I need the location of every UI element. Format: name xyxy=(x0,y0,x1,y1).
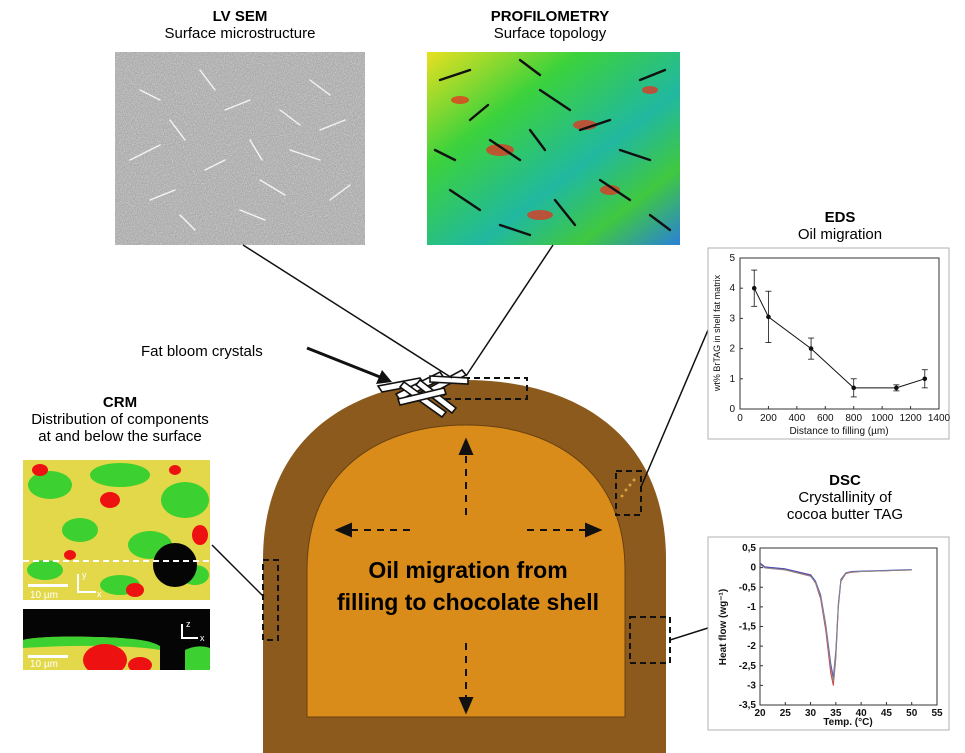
crm-label: CRM Distribution of components at and be… xyxy=(0,394,240,445)
dsc-title: DSC xyxy=(829,472,861,489)
crm-scale-bottom: 10 µm xyxy=(30,659,58,670)
eds-data-point xyxy=(766,314,771,320)
dsc-xtick-label: 35 xyxy=(830,708,842,719)
eds-ytick-label: 5 xyxy=(729,253,735,264)
lvsem-image xyxy=(115,52,365,245)
sem-crystals xyxy=(129,69,351,231)
eds-ylabel: wt% BrTAG in shell fat matrix xyxy=(712,274,722,392)
dsc-xtick-label: 30 xyxy=(805,708,817,719)
dsc-ylabel: Heat flow (wg⁻¹) xyxy=(718,589,729,665)
eds-data-point xyxy=(751,285,757,291)
dsc-subtitle-line2: cocoa butter TAG xyxy=(786,506,904,523)
eds-data-point xyxy=(808,346,814,351)
profilometry-subtitle: Surface topology xyxy=(493,25,607,42)
eds-ytick-label: 1 xyxy=(729,374,735,385)
dsc-ytick-label: -2 xyxy=(747,641,756,652)
dsc-xtick-label: 40 xyxy=(856,708,868,719)
filling xyxy=(306,424,626,718)
dsc-ytick-label: -3 xyxy=(747,680,756,691)
lvsem-label: LV SEM Surface microstructure xyxy=(115,8,365,42)
eds-data-point xyxy=(894,385,899,391)
eds-subtitle: Oil migration xyxy=(797,226,883,243)
eds-chart-frame xyxy=(707,247,950,440)
crm-scale-top: 10 µm xyxy=(30,590,58,601)
eds-xtick-label: 1400 xyxy=(928,413,951,424)
eds-xtick-label: 200 xyxy=(760,413,777,424)
dsc-ytick-label: -3,5 xyxy=(739,700,757,711)
eds-label: EDS Oil migration xyxy=(760,209,920,243)
profilometry-label: PROFILOMETRY Surface topology xyxy=(420,8,680,42)
crm-subtitle-line1: Distribution of components xyxy=(31,411,209,428)
fat-bloom-label: Fat bloom crystals xyxy=(141,343,263,360)
chocolate-shell xyxy=(263,380,666,753)
eds-chart: 0 200 400 600 800 1000 1200 1400 0 1 2 3 4 5 Distance… xyxy=(707,247,951,440)
eds-ytick-label: 2 xyxy=(729,344,735,355)
oil-migration-line2: filling to chocolate shell xyxy=(337,589,599,615)
profilometry-cracks xyxy=(433,58,672,237)
crm-axis-x: x xyxy=(97,589,102,599)
eds-xtick-label: 0 xyxy=(737,413,743,424)
crm-axis-z: z xyxy=(186,619,191,629)
lvsem-subtitle: Surface microstructure xyxy=(164,25,316,42)
oil-migration-line1: Oil migration from xyxy=(368,557,567,583)
dsc-xtick-label: 45 xyxy=(881,708,893,719)
dsc-xlabel: Temp. (°C) xyxy=(823,717,872,728)
eds-xtick-label: 800 xyxy=(845,413,862,424)
profilometry-image xyxy=(427,52,680,245)
dsc-chart: 20 25 30 35 40 45 50 55 0,5 0 -0,5 -1 -1,5 -2 -2,5 -3 -3… xyxy=(707,536,950,731)
eds-data-point xyxy=(851,385,857,391)
migration-arrows xyxy=(334,437,603,715)
eds-ytick-label: 4 xyxy=(729,283,735,294)
eds-title: EDS xyxy=(824,209,856,226)
side-sample-box-crm xyxy=(262,559,279,641)
crm-axis-y: y xyxy=(82,570,87,580)
dsc-series-line xyxy=(759,564,912,682)
fat-bloom-crystals xyxy=(376,368,469,419)
lvsem-title: LV SEM xyxy=(212,8,268,25)
dsc-xtick-label: 55 xyxy=(931,708,943,719)
dsc-ytick-label: -1,5 xyxy=(739,622,757,633)
profilometry-title: PROFILOMETRY xyxy=(490,8,610,25)
eds-xlabel: Distance to filling (µm) xyxy=(789,426,888,437)
dsc-xtick-label: 25 xyxy=(780,708,792,719)
crm-axis-x2: x xyxy=(200,633,205,643)
eds-xtick-label: 600 xyxy=(817,413,834,424)
dsc-ytick-label: -0,5 xyxy=(739,582,757,593)
dsc-xtick-label: 50 xyxy=(906,708,918,719)
fat-bloom-arrow xyxy=(306,346,392,384)
crm-subtitle-line2: at and below the surface xyxy=(38,428,202,445)
side-sample-box-eds xyxy=(615,470,642,516)
eds-ytick-label: 0 xyxy=(729,404,735,415)
dsc-ytick-label: -1 xyxy=(747,602,756,613)
dsc-subtitle-line1: Crystallinity of xyxy=(798,489,892,506)
crm-title: CRM xyxy=(102,394,138,411)
dsc-chart-frame xyxy=(707,536,950,731)
eds-dots xyxy=(620,478,636,498)
eds-plot-area xyxy=(739,257,940,410)
profilometry-hotspots xyxy=(451,86,658,220)
top-sample-box xyxy=(443,377,528,400)
dsc-ytick-label: 0,5 xyxy=(742,543,756,554)
dsc-label: DSC Crystallinity of cocoa butter TAG xyxy=(740,472,950,523)
eds-series-line xyxy=(753,287,925,389)
eds-xtick-label: 1200 xyxy=(899,413,922,424)
dsc-ytick-label: -2,5 xyxy=(739,661,757,672)
eds-ytick-label: 3 xyxy=(729,313,735,324)
crm-image-bottom xyxy=(23,609,210,670)
dsc-xtick-label: 20 xyxy=(754,708,766,719)
eds-xtick-label: 1000 xyxy=(871,413,894,424)
eds-xtick-label: 400 xyxy=(789,413,806,424)
connectors xyxy=(211,244,709,641)
crm-image-top xyxy=(23,460,210,600)
eds-data-point xyxy=(922,376,928,382)
dsc-ytick-label: 0 xyxy=(750,563,756,574)
